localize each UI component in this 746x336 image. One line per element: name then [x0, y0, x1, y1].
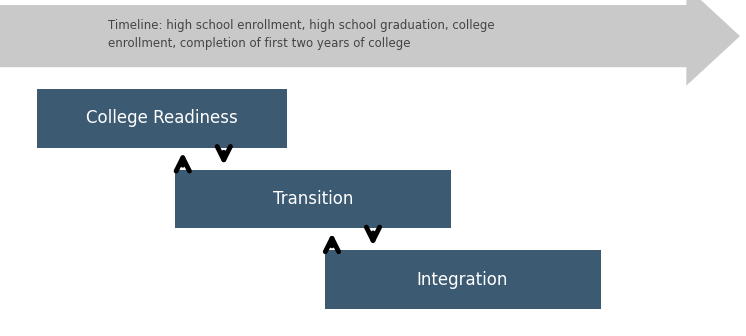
Text: Integration: Integration — [417, 271, 508, 289]
FancyBboxPatch shape — [325, 250, 601, 309]
Text: Timeline: high school enrollment, high school graduation, college
enrollment, co: Timeline: high school enrollment, high s… — [108, 19, 495, 50]
Text: College Readiness: College Readiness — [87, 110, 238, 127]
Text: Transition: Transition — [273, 190, 354, 208]
FancyBboxPatch shape — [37, 89, 287, 148]
Polygon shape — [0, 0, 740, 86]
FancyBboxPatch shape — [175, 170, 451, 228]
